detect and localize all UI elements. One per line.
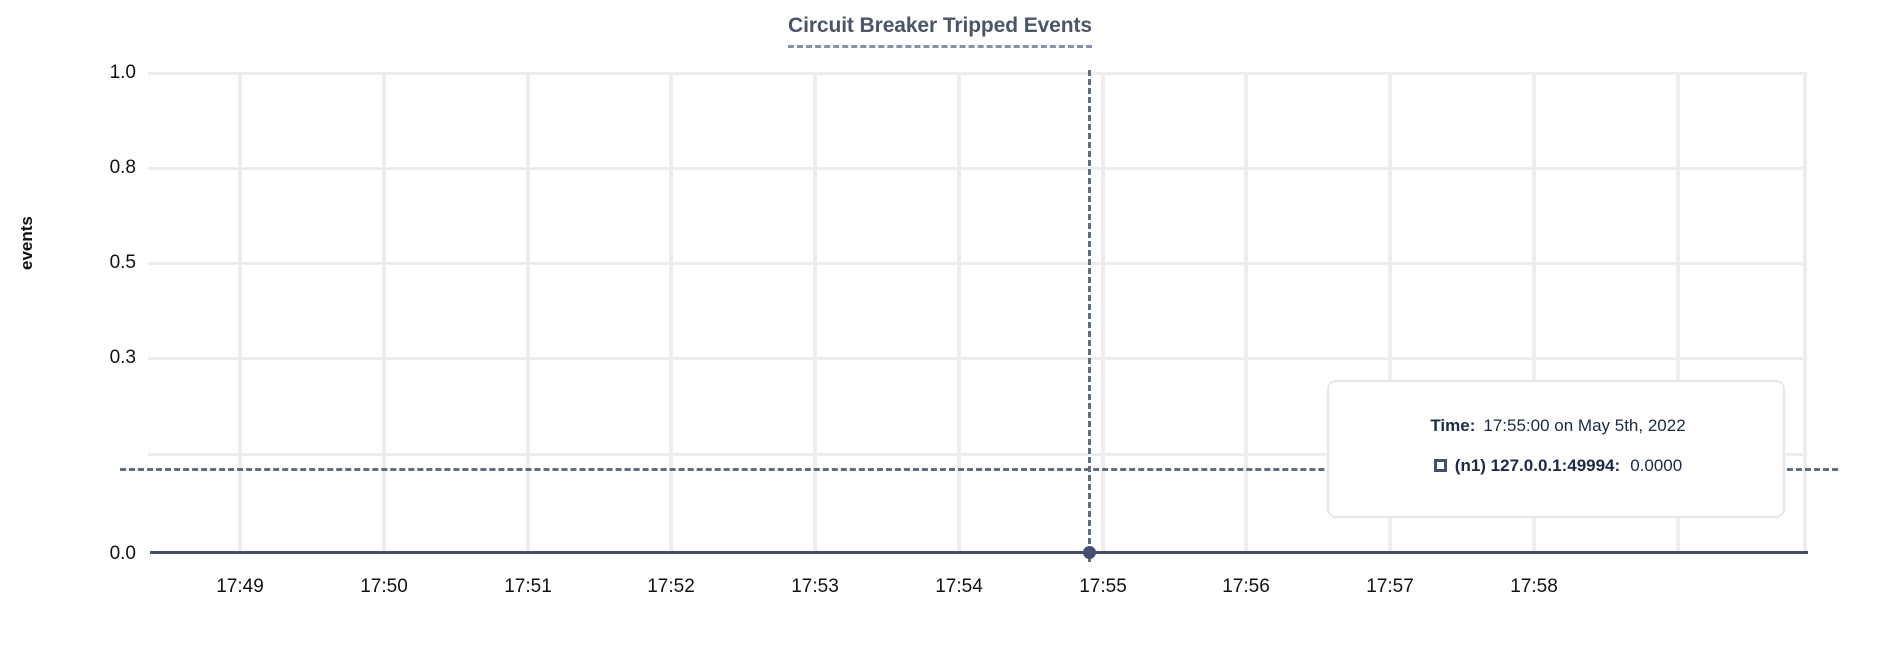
gridline-vertical (1803, 72, 1807, 554)
x-tick-label: 17:50 (360, 576, 408, 597)
x-tick-label: 17:49 (216, 576, 264, 597)
gridline-vertical (526, 72, 530, 554)
chart-title-text: Circuit Breaker Tripped Events (788, 14, 1092, 48)
tooltip-series-value: 0.0000 (1630, 456, 1683, 475)
x-tick-label: 17:56 (1222, 576, 1270, 597)
crosshair-vertical-line (1088, 70, 1091, 562)
tooltip-time-value: 17:55:00 on May 5th, 2022 (1483, 416, 1686, 435)
x-tick-label: 17:58 (1510, 576, 1558, 597)
gridline-horizontal (148, 357, 1806, 360)
gridline-horizontal (148, 167, 1806, 170)
series-line (150, 551, 1808, 554)
y-tick-label: 0.3 (109, 347, 136, 368)
x-tick-label: 17:57 (1366, 576, 1414, 597)
data-point-marker[interactable] (1083, 546, 1096, 559)
gridline-vertical (1101, 72, 1105, 554)
plot-area (148, 72, 1807, 554)
x-tick-label: 17:53 (791, 576, 839, 597)
threshold-line (120, 468, 1838, 471)
gridline-horizontal (148, 453, 1806, 456)
legend-swatch-icon (1433, 459, 1447, 472)
gridline-horizontal (148, 262, 1806, 265)
y-tick-label: 0.8 (109, 157, 136, 178)
gridline-vertical (813, 72, 817, 554)
gridline-vertical (238, 72, 242, 554)
x-tick-label: 17:51 (504, 576, 552, 597)
y-axis-title: events (17, 216, 36, 270)
y-tick-label: 0.5 (109, 252, 136, 273)
tooltip: Time: 17:55:00 on May 5th, 2022 (n1) 127.… (1327, 380, 1785, 518)
gridline-vertical (1676, 72, 1680, 554)
x-tick-label: 17:54 (935, 576, 983, 597)
tooltip-time-row: Time: 17:55:00 on May 5th, 2022 (1329, 416, 1787, 436)
y-tick-label: 0.0 (109, 543, 136, 564)
gridline-vertical (957, 72, 961, 554)
tooltip-time-label: Time: (1430, 416, 1476, 435)
gridline-vertical (1532, 72, 1536, 554)
tooltip-series-name: (n1) 127.0.0.1:49994: (1454, 456, 1621, 475)
gridline-vertical (669, 72, 673, 554)
gridline-horizontal (148, 72, 1806, 75)
gridline-vertical (382, 72, 386, 554)
chart-title: Circuit Breaker Tripped Events (0, 14, 1880, 48)
x-tick-label: 17:55 (1079, 576, 1127, 597)
gridline-vertical (1244, 72, 1248, 554)
x-tick-label: 17:52 (647, 576, 695, 597)
y-tick-label: 1.0 (109, 62, 136, 83)
gridline-vertical (1388, 72, 1392, 554)
tooltip-series-row: (n1) 127.0.0.1:49994: 0.0000 (1329, 456, 1787, 476)
